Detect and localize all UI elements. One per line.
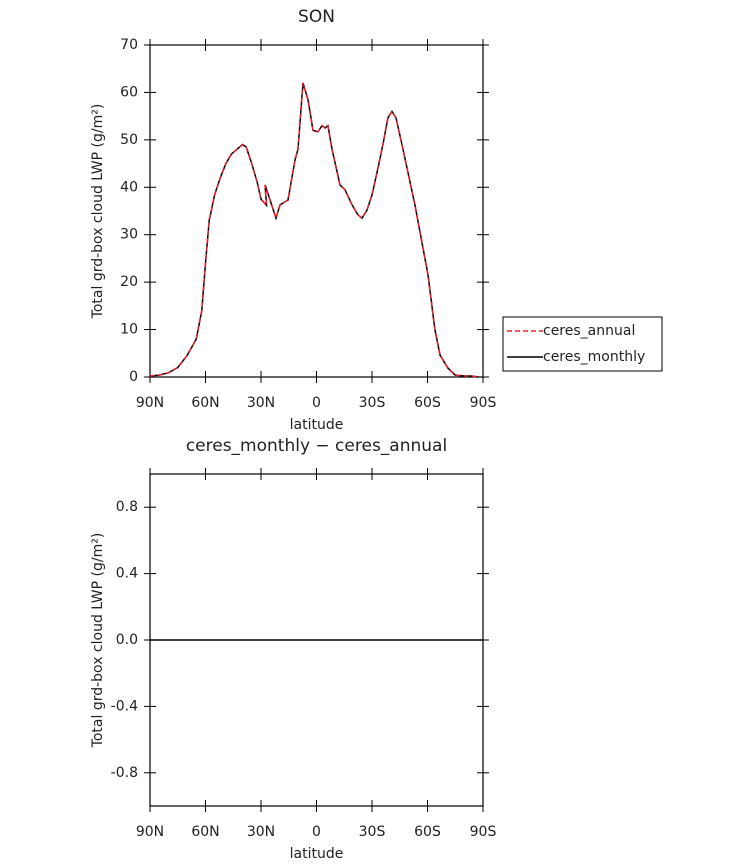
- x-tick-label: 90N: [136, 395, 164, 411]
- y-tick-label: 70: [120, 37, 138, 53]
- legend-label: ceres_monthly: [543, 349, 645, 365]
- y-tick-label: 0: [129, 369, 138, 385]
- y-tick-label: -0.8: [111, 765, 138, 781]
- data-line: [149, 82, 479, 378]
- y-tick-label: 60: [120, 84, 138, 100]
- chart-title: SON: [298, 7, 335, 27]
- x-axis-label: latitude: [290, 417, 344, 433]
- x-tick-label: 90N: [136, 824, 164, 840]
- legend-box: [502, 316, 663, 372]
- chart-title: ceres_monthly − ceres_annual: [186, 436, 447, 456]
- data-line: [149, 82, 479, 378]
- x-tick-label: 0: [312, 395, 321, 411]
- x-tick-label: 30N: [247, 824, 275, 840]
- x-tick-label: 0: [312, 824, 321, 840]
- x-tick-label: 60S: [414, 395, 441, 411]
- legend-label: ceres_annual: [543, 323, 635, 339]
- x-tick-label: 60S: [414, 824, 441, 840]
- y-tick-label: 0.8: [116, 499, 138, 515]
- x-tick-label: 30S: [359, 395, 386, 411]
- x-tick-label: 90S: [470, 395, 497, 411]
- x-tick-label: 60N: [191, 395, 219, 411]
- x-tick-label: 30N: [247, 395, 275, 411]
- y-axis-label: Total grd-box cloud LWP (g/m²): [90, 533, 106, 749]
- y-tick-label: 0.0: [116, 632, 138, 648]
- x-tick-label: 30S: [359, 824, 386, 840]
- y-tick-label: 50: [120, 132, 138, 148]
- y-axis-label: Total grd-box cloud LWP (g/m²): [90, 104, 106, 320]
- y-tick-label: 40: [120, 179, 138, 195]
- y-tick-label: 0.4: [116, 566, 138, 582]
- x-tick-label: 60N: [191, 824, 219, 840]
- plot-frame: [149, 44, 484, 378]
- y-tick-label: -0.4: [111, 698, 138, 714]
- y-tick-label: 30: [120, 227, 138, 243]
- x-tick-label: 90S: [470, 824, 497, 840]
- y-tick-label: 10: [120, 322, 138, 338]
- x-axis-label: latitude: [290, 846, 344, 862]
- y-tick-label: 20: [120, 274, 138, 290]
